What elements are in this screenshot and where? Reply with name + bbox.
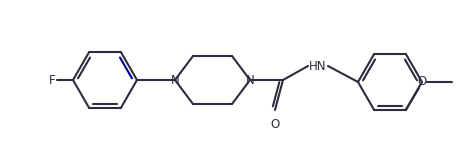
Text: HN: HN [309, 60, 327, 73]
Text: O: O [270, 118, 280, 131]
Text: N: N [171, 73, 179, 86]
Text: N: N [246, 73, 254, 86]
Text: F: F [48, 73, 55, 86]
Text: O: O [417, 75, 427, 88]
